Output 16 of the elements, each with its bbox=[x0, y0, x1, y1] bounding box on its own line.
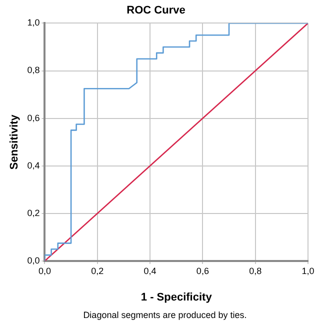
y-tick-label: 0,0 bbox=[27, 255, 40, 266]
x-tick-label: 0,8 bbox=[249, 266, 262, 276]
x-tick-label: 0,2 bbox=[91, 266, 104, 276]
chart-title: ROC Curve bbox=[126, 4, 186, 17]
y-axis-title: Sensitivity bbox=[8, 114, 21, 170]
y-tick-label: 0,4 bbox=[27, 160, 40, 170]
y-tick-label: 0,6 bbox=[27, 112, 40, 123]
y-tick-label: 0,8 bbox=[27, 65, 40, 76]
x-tick-label: 1,0 bbox=[302, 266, 314, 276]
y-tick-label: 0,2 bbox=[27, 208, 40, 218]
x-tick-label: 0,4 bbox=[144, 266, 156, 276]
x-axis-title: 1 - Specificity bbox=[140, 291, 213, 304]
text: Diagonal segments are produced by ties. bbox=[82, 310, 248, 320]
x-tick-label: 0,6 bbox=[196, 266, 209, 276]
y-tick-label: 1,0 bbox=[27, 18, 40, 28]
x-tick-label: 0,0 bbox=[38, 266, 51, 276]
